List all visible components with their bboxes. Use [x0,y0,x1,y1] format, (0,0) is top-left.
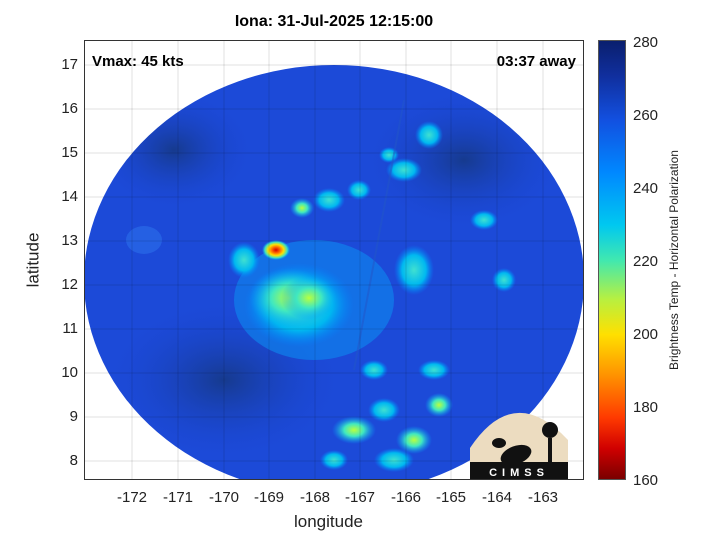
y-axis-label: latitude [23,232,43,288]
colorbar [598,40,626,480]
brightness-temp-map: CIMSS [84,40,584,480]
x-tick-label: -166 [390,489,422,506]
colorbar-tick-label: 240 [633,180,659,197]
x-tick-label: -163 [527,489,559,506]
y-tick-label: 12 [61,276,78,293]
y-tick-label: 10 [61,364,78,381]
colorbar-tick-label: 200 [633,326,659,343]
cimss-logo-text: CIMSS [489,467,549,479]
colorbar-tick-label: 260 [633,107,659,124]
vmax-label: Vmax: 45 kts [92,53,184,70]
y-tick-label: 9 [69,408,78,425]
y-tick-label: 15 [61,144,78,161]
x-tick-label: -170 [208,489,240,506]
x-axis-label: longitude [294,512,364,531]
colorbar-tick-label: 180 [633,399,659,416]
x-tick-label: -168 [299,489,331,506]
map-plot-area: CIMSS Vmax: 45 kts 03:37 away [84,40,584,480]
time-away-label: 03:37 away [496,53,576,70]
colorbar-tick-label: 220 [633,253,659,270]
x-tick-label: -172 [116,489,148,506]
cimss-logo: CIMSS [470,412,568,480]
y-tick-label: 13 [61,232,78,249]
map-gridlines [84,40,584,480]
colorbar-tick-label: 160 [633,472,659,489]
plot-title: Iona: 31-Jul-2025 12:15:00 [234,13,434,30]
x-tick-label: -171 [162,489,194,506]
y-tick-label: 11 [62,320,78,337]
x-tick-label: -164 [481,489,513,506]
y-tick-label: 17 [61,56,78,73]
colorbar-label: Brightness Temp - Horizontal Polarizatio… [667,150,681,370]
satellite-swath [84,65,584,480]
x-tick-label: -169 [253,489,285,506]
plot-frame [84,40,584,480]
colorbar-tick-label: 280 [633,34,659,51]
y-tick-label: 16 [61,100,78,117]
y-tick-label: 14 [61,188,78,205]
x-tick-label: -167 [344,489,376,506]
y-tick-label: 8 [69,452,78,469]
x-tick-label: -165 [435,489,467,506]
